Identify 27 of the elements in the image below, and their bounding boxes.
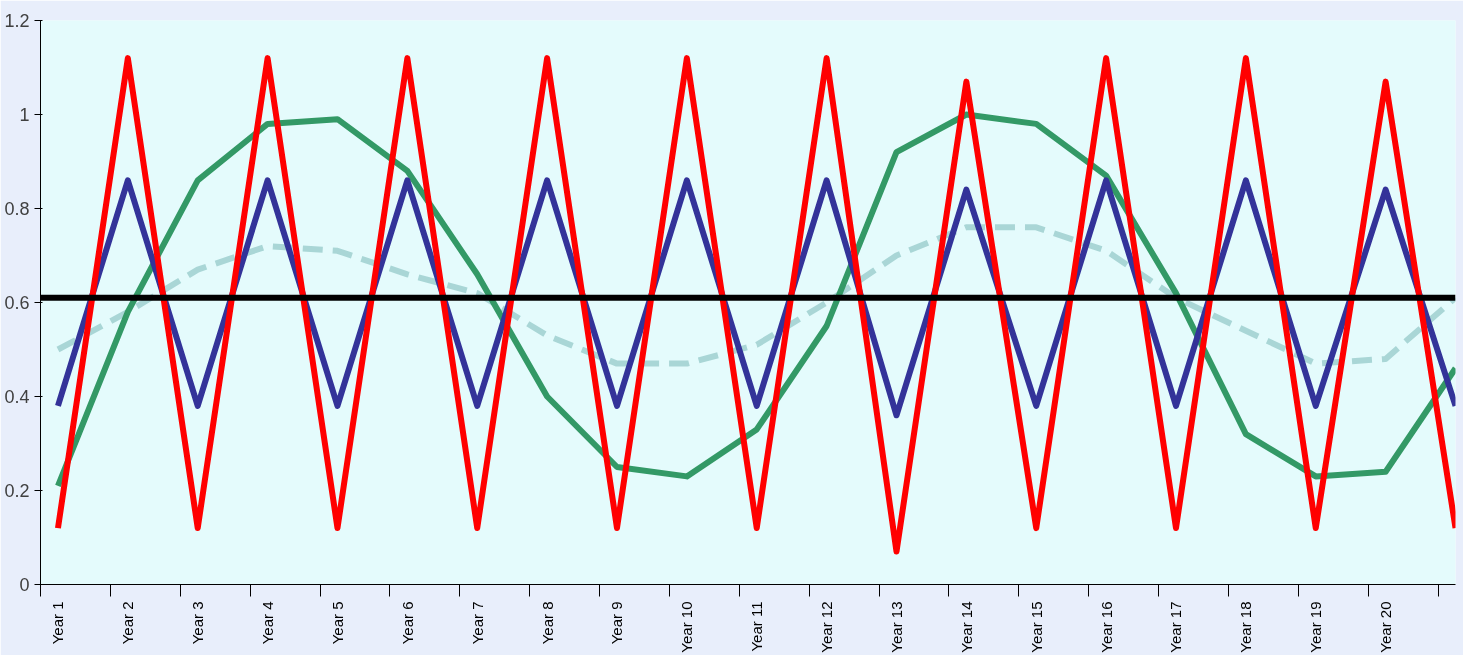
x-tick-label: Year 19 (1307, 601, 1325, 653)
x-tick-label: Year 13 (887, 601, 905, 653)
x-tick-label: Year 17 (1167, 601, 1185, 653)
y-tick-label: 0.6 (4, 293, 30, 313)
y-tick-label: 1 (19, 105, 30, 125)
x-tick-label: Year 11 (748, 601, 766, 652)
y-tick-label: 0.2 (4, 481, 30, 501)
x-tick-label: Year 15 (1027, 601, 1045, 653)
y-tick-label: 0.8 (4, 199, 30, 219)
x-tick-label: Year 20 (1377, 601, 1395, 653)
x-tick-label: Year 6 (398, 601, 416, 645)
x-tick-label: Year 3 (189, 601, 207, 645)
x-tick-label: Year 14 (957, 601, 975, 653)
x-tick-label: Year 8 (538, 601, 556, 645)
x-tick-label: Year 12 (818, 601, 836, 653)
y-tick-label: 1.2 (4, 11, 30, 31)
x-tick-label: Year 2 (119, 601, 137, 645)
x-tick-label: Year 4 (259, 601, 277, 645)
x-tick-label: Year 5 (328, 601, 346, 645)
x-tick-label: Year 7 (468, 601, 486, 645)
y-tick-label: 0.4 (4, 387, 30, 407)
x-tick-label: Year 9 (608, 601, 626, 645)
x-tick-label: Year 1 (49, 601, 67, 645)
x-tick-label: Year 18 (1237, 601, 1255, 653)
x-tick-label: Year 10 (678, 601, 696, 653)
x-tick-label: Year 16 (1097, 601, 1115, 653)
y-tick-label: 0 (19, 575, 30, 595)
